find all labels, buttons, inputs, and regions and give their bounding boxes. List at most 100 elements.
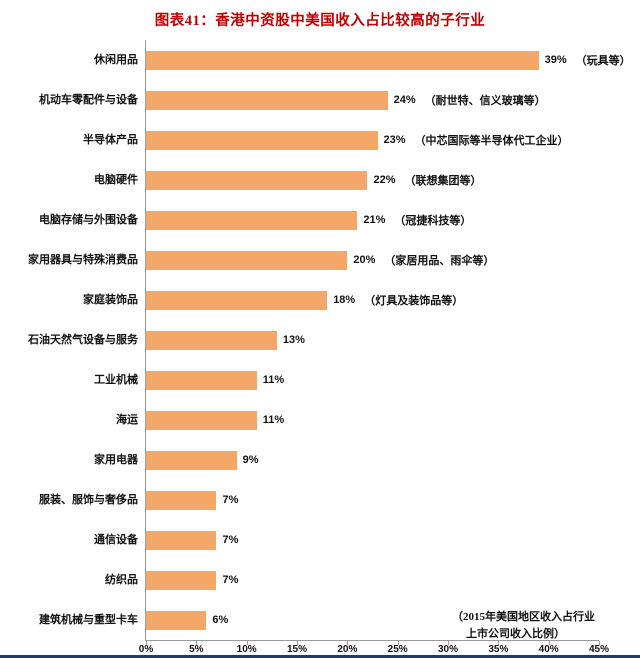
- bar: [146, 130, 378, 150]
- axis-tick-mark: [196, 641, 198, 645]
- axis-tick-mark: [297, 641, 298, 645]
- annotation-line-2: 上市公司收入比例）: [466, 627, 565, 640]
- bar-row: 家用电器 9%: [0, 440, 640, 480]
- category-label: 家庭装饰品: [83, 293, 138, 306]
- bar-note: （灯具及装饰品等）: [364, 295, 464, 307]
- axis-tick-mark: [246, 641, 248, 645]
- bar: [146, 370, 257, 390]
- bar-chart: 休闲用品 39% （玩具等） 机动车零配件与设备 24% （耐世特、信义玻璃等） 半导体产品…: [0, 40, 640, 640]
- category-label: 电脑硬件: [94, 173, 138, 186]
- bar: [146, 250, 348, 270]
- value-label: 24%: [393, 94, 416, 106]
- bar-note: （冠捷科技等）: [394, 215, 472, 227]
- axis-tick-mark: [347, 641, 349, 645]
- axis-tick-label: 40%: [538, 644, 559, 655]
- axis-tick-mark: [548, 641, 550, 645]
- bar-row: 休闲用品 39% （玩具等）: [0, 40, 640, 80]
- axis-tick-mark: [498, 641, 500, 645]
- category-label: 石油天然气设备与服务: [28, 333, 138, 346]
- chart-title: 图表41：香港中资股中美国收入占比较高的子行业: [154, 13, 486, 29]
- value-label: 7%: [222, 534, 239, 546]
- bar: [146, 410, 257, 430]
- bar-track: 11%: [145, 400, 639, 440]
- bar: [146, 210, 358, 230]
- bar-row: 纺织品 7%: [0, 560, 640, 600]
- category-label: 家用器具与特殊消费品: [28, 253, 138, 266]
- axis-tick-label: 20%: [337, 644, 358, 655]
- bar: [146, 610, 207, 630]
- bar-track: 23% （中芯国际等半导体代工企业）: [145, 120, 639, 160]
- axis-tick-mark: [146, 641, 147, 645]
- annotation-line-1: （2015年美国地区收入占行业: [452, 611, 595, 623]
- value-label: 9%: [242, 454, 259, 466]
- value-label: 39%: [544, 54, 567, 66]
- category-label: 机动车零配件与设备: [39, 93, 138, 106]
- value-label: 11%: [262, 374, 285, 386]
- axis-tick-label: 5%: [189, 644, 204, 655]
- bar-row: 通信设备 7%: [0, 520, 640, 560]
- bar: [146, 330, 277, 350]
- category-label: 半导体产品: [83, 133, 138, 146]
- value-label: 13%: [282, 334, 305, 346]
- category-label: 建筑机械与重型卡车: [39, 613, 138, 626]
- bar-row: 家用器具与特殊消费品 20% （家居用品、雨伞等）: [0, 240, 640, 280]
- chart-annotation: （2015年美国地区收入占行业 上市公司收入比例）: [452, 609, 595, 642]
- bar: [146, 170, 368, 190]
- value-label: 20%: [353, 254, 376, 266]
- bar-row: 家庭装饰品 18% （灯具及装饰品等）: [0, 280, 640, 320]
- bar: [146, 290, 328, 310]
- value-label: 7%: [222, 494, 239, 506]
- bar-track: 13%: [145, 320, 639, 360]
- category-label: 服装、服饰与奢侈品: [39, 493, 138, 506]
- axis-tick-label: 0%: [138, 644, 154, 655]
- bar: [146, 490, 217, 510]
- axis-tick-label: 10%: [236, 644, 257, 655]
- bar-note: （玩具等）: [575, 55, 631, 67]
- bar-track: 39% （玩具等）: [145, 40, 639, 80]
- value-label: 18%: [333, 294, 356, 306]
- category-label: 海运: [116, 413, 138, 426]
- axis-tick-mark: [448, 641, 449, 645]
- bar-track: 18% （灯具及装饰品等）: [145, 280, 639, 320]
- value-label: 23%: [383, 134, 406, 146]
- category-label: 休闲用品: [94, 53, 138, 66]
- axis-tick-label: 15%: [286, 644, 308, 655]
- footer-divider: [0, 655, 640, 658]
- bar-track: 21% （冠捷科技等）: [145, 200, 639, 240]
- axis-tick-label: 45%: [588, 644, 610, 655]
- category-label: 工业机械: [94, 373, 138, 386]
- bar-row: 电脑存储与外围设备 21% （冠捷科技等）: [0, 200, 640, 240]
- category-label: 家用电器: [94, 453, 138, 466]
- bar-row: 工业机械 11%: [0, 360, 640, 400]
- bar-track: 7%: [145, 520, 639, 560]
- bar-track: 20% （家居用品、雨伞等）: [145, 240, 639, 280]
- value-label: 7%: [222, 574, 239, 586]
- bar-note: （家居用品、雨伞等）: [384, 255, 495, 267]
- axis-tick-label: 35%: [488, 644, 509, 655]
- category-label: 纺织品: [105, 573, 138, 586]
- bar-row: 海运 11%: [0, 400, 640, 440]
- axis-tick-label: 25%: [387, 644, 408, 655]
- bar-note: （耐世特、信义玻璃等）: [424, 95, 546, 107]
- bar-track: 7%: [145, 560, 639, 600]
- category-label: 通信设备: [94, 533, 138, 546]
- bar-track: 11%: [145, 360, 639, 400]
- bar-row: 机动车零配件与设备 24% （耐世特、信义玻璃等）: [0, 80, 640, 120]
- bar-note: （中芯国际等半导体代工企业）: [414, 135, 569, 147]
- bar: [146, 530, 217, 550]
- value-label: 6%: [212, 614, 229, 626]
- bar-track: 9%: [145, 440, 639, 480]
- bar-row: 半导体产品 23% （中芯国际等半导体代工企业）: [0, 120, 640, 160]
- bar-note: （联想集团等）: [404, 175, 482, 187]
- bar: [146, 450, 237, 470]
- bar: [146, 570, 217, 590]
- bar-row: 服装、服饰与奢侈品 7%: [0, 480, 640, 520]
- bar-track: 6%: [145, 600, 639, 640]
- value-label: 11%: [262, 414, 285, 426]
- bar-track: 7%: [145, 480, 639, 520]
- bar-row: 建筑机械与重型卡车 6%: [0, 600, 640, 640]
- bar-row: 石油天然气设备与服务 13%: [0, 320, 640, 360]
- bar-track: 24% （耐世特、信义玻璃等）: [145, 80, 639, 120]
- axis-tick-mark: [397, 641, 399, 645]
